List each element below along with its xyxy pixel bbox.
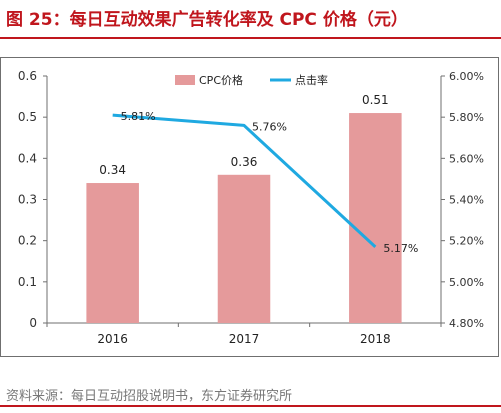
title-divider [0, 37, 501, 39]
line-value-label: 5.76% [252, 120, 287, 133]
right-tick-label: 6.00% [449, 70, 484, 83]
right-tick-label: 5.60% [449, 152, 484, 165]
right-tick-label: 4.80% [449, 317, 484, 330]
legend-swatch-cpc [175, 75, 195, 85]
left-tick-label: 0.1 [18, 275, 37, 289]
bar-2018 [349, 113, 402, 323]
right-tick-label: 5.80% [449, 111, 484, 124]
right-tick-label: 5.20% [449, 235, 484, 248]
legend-label-ctr: 点击率 [295, 73, 328, 87]
chart-title: 图 25：每日互动效果广告转化率及 CPC 价格（元） [6, 10, 408, 30]
footer-divider [0, 405, 501, 407]
left-tick-label: 0.6 [18, 69, 37, 83]
left-tick-label: 0.3 [18, 193, 37, 207]
line-value-label: 5.17% [383, 242, 418, 255]
left-tick-label: 0.5 [18, 110, 37, 124]
x-tick-label: 2017 [229, 332, 260, 346]
chart-frame [0, 57, 499, 357]
bar-value-label: 0.51 [362, 93, 389, 107]
line-value-label: 5.81% [121, 110, 156, 123]
bar-2017 [217, 174, 271, 323]
x-tick-label: 2016 [97, 332, 128, 346]
source-note: 资料来源：每日互动招股说明书，东方证券研究所 [6, 389, 293, 404]
bar-value-label: 0.36 [231, 155, 258, 169]
left-tick-label: 0.2 [18, 234, 37, 248]
x-tick-label: 2018 [360, 332, 391, 346]
left-tick-label: 0.4 [18, 151, 37, 165]
right-tick-label: 5.40% [449, 194, 484, 207]
left-tick-label: 0 [29, 316, 37, 330]
right-tick-label: 5.00% [449, 276, 484, 289]
bar-value-label: 0.34 [99, 163, 126, 177]
bar-2016 [86, 183, 139, 323]
line-series-click-rate [112, 113, 377, 248]
legend-label-cpc: CPC价格 [199, 73, 243, 87]
